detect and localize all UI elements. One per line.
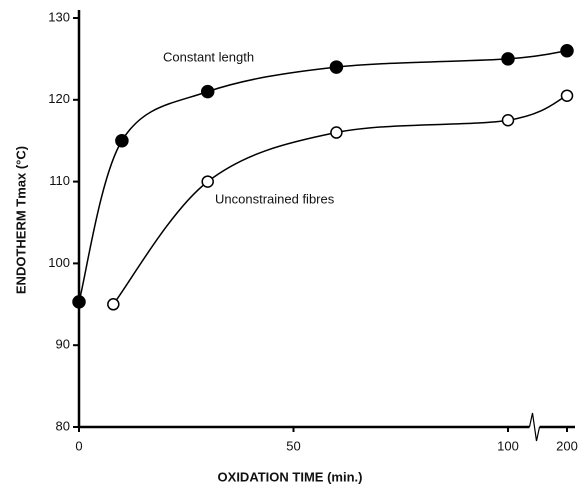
- data-point: [560, 43, 574, 58]
- data-point: [115, 133, 129, 148]
- y-tick-label: 110: [49, 173, 70, 188]
- data-point: [72, 295, 86, 309]
- data-point: [501, 52, 515, 66]
- y-axis-label: ENDOTHERM Tmax (°C): [13, 146, 28, 294]
- axis-break: [528, 412, 541, 442]
- x-tick-label: 50: [286, 438, 300, 453]
- data-point: [330, 126, 343, 139]
- y-tick-label: 100: [48, 255, 70, 270]
- data-point: [201, 175, 214, 188]
- x-axis-label: OXIDATION TIME (min.): [218, 469, 363, 484]
- y-tick-label: 120: [48, 91, 70, 106]
- data-point: [200, 84, 215, 99]
- data-point: [560, 89, 574, 102]
- data-point: [329, 60, 344, 74]
- series-line: [78, 49, 568, 303]
- data-point: [107, 298, 120, 311]
- y-tick-label: 90: [56, 337, 70, 352]
- y-tick-label: 80: [56, 418, 70, 433]
- series-line: [112, 95, 568, 305]
- series-label: Unconstrained fibres: [215, 191, 335, 206]
- x-tick-label: 100: [497, 438, 519, 453]
- series-label: Constant length: [163, 49, 254, 64]
- x-tick-label: 0: [75, 438, 82, 453]
- data-point: [501, 114, 515, 127]
- x-tick-label: 200: [556, 438, 578, 453]
- y-tick-label: 130: [48, 9, 70, 24]
